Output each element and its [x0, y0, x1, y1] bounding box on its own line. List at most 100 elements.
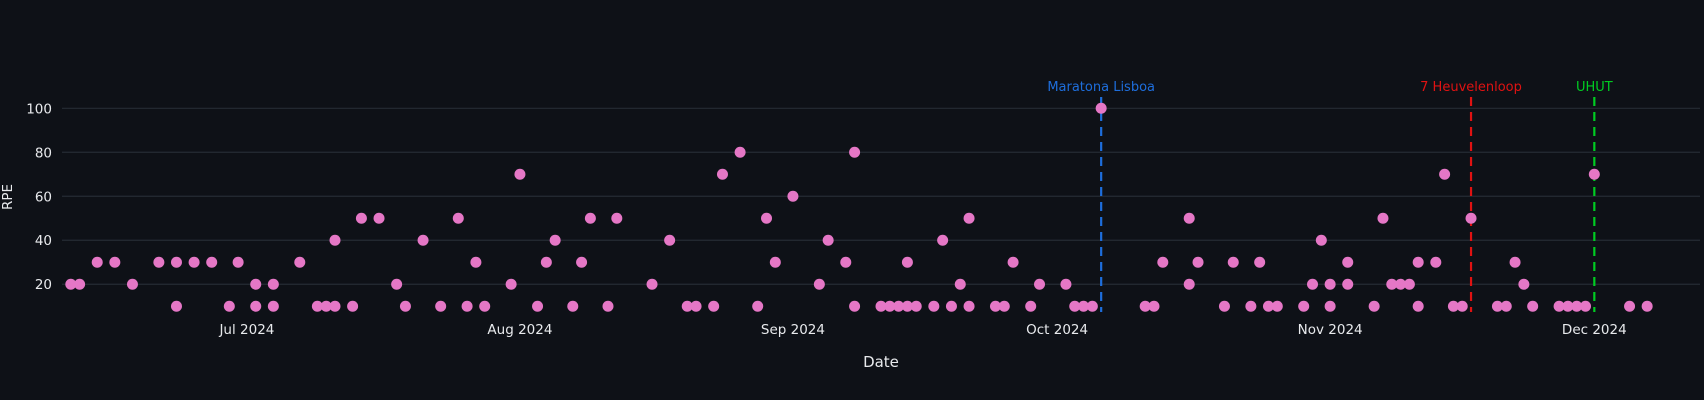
data-point[interactable]: [267, 278, 279, 290]
data-point[interactable]: [893, 300, 905, 312]
data-point[interactable]: [347, 300, 359, 312]
data-point[interactable]: [1527, 300, 1539, 312]
data-point[interactable]: [1342, 278, 1354, 290]
data-point[interactable]: [584, 212, 596, 224]
data-point[interactable]: [1342, 256, 1354, 268]
data-point[interactable]: [576, 256, 588, 268]
data-point[interactable]: [1588, 168, 1600, 180]
data-point[interactable]: [540, 256, 552, 268]
data-point[interactable]: [1245, 300, 1257, 312]
data-point[interactable]: [1447, 300, 1459, 312]
data-point[interactable]: [1192, 256, 1204, 268]
data-point[interactable]: [1227, 256, 1239, 268]
data-point[interactable]: [1395, 278, 1407, 290]
data-point[interactable]: [901, 256, 913, 268]
data-point[interactable]: [813, 278, 825, 290]
data-point[interactable]: [126, 278, 138, 290]
data-point[interactable]: [250, 300, 262, 312]
data-point[interactable]: [963, 212, 975, 224]
data-point[interactable]: [311, 300, 323, 312]
data-point[interactable]: [1500, 300, 1512, 312]
data-point[interactable]: [549, 234, 561, 246]
data-point[interactable]: [1262, 300, 1274, 312]
data-point[interactable]: [1007, 256, 1019, 268]
data-point[interactable]: [65, 278, 77, 290]
data-point[interactable]: [1553, 300, 1565, 312]
data-point[interactable]: [849, 146, 861, 158]
data-point[interactable]: [1069, 300, 1081, 312]
data-point[interactable]: [1518, 278, 1530, 290]
data-point[interactable]: [716, 168, 728, 180]
data-point[interactable]: [1571, 300, 1583, 312]
data-point[interactable]: [1307, 278, 1319, 290]
data-point[interactable]: [1148, 300, 1160, 312]
data-point[interactable]: [1368, 300, 1380, 312]
data-point[interactable]: [470, 256, 482, 268]
data-point[interactable]: [1412, 300, 1424, 312]
data-point[interactable]: [822, 234, 834, 246]
data-point[interactable]: [153, 256, 165, 268]
data-point[interactable]: [1324, 300, 1336, 312]
data-point[interactable]: [532, 300, 544, 312]
data-point[interactable]: [787, 190, 799, 202]
data-point[interactable]: [170, 300, 182, 312]
data-point[interactable]: [109, 256, 121, 268]
data-point[interactable]: [452, 212, 464, 224]
data-point[interactable]: [901, 300, 913, 312]
data-point[interactable]: [1641, 300, 1653, 312]
data-point[interactable]: [910, 300, 922, 312]
data-point[interactable]: [840, 256, 852, 268]
data-point[interactable]: [1377, 212, 1389, 224]
data-point[interactable]: [1060, 278, 1072, 290]
data-point[interactable]: [206, 256, 218, 268]
data-point[interactable]: [1218, 300, 1230, 312]
data-point[interactable]: [355, 212, 367, 224]
data-point[interactable]: [267, 300, 279, 312]
data-point[interactable]: [1562, 300, 1574, 312]
data-point[interactable]: [1139, 300, 1151, 312]
data-point[interactable]: [1254, 256, 1266, 268]
data-point[interactable]: [514, 168, 526, 180]
data-point[interactable]: [223, 300, 235, 312]
data-point[interactable]: [170, 256, 182, 268]
data-point[interactable]: [690, 300, 702, 312]
data-point[interactable]: [479, 300, 491, 312]
data-point[interactable]: [1086, 300, 1098, 312]
data-point[interactable]: [417, 234, 429, 246]
data-point[interactable]: [329, 234, 341, 246]
data-point[interactable]: [611, 212, 623, 224]
data-point[interactable]: [1386, 278, 1398, 290]
data-point[interactable]: [761, 212, 773, 224]
data-point[interactable]: [250, 278, 262, 290]
data-point[interactable]: [998, 300, 1010, 312]
data-point[interactable]: [1465, 212, 1477, 224]
data-point[interactable]: [875, 300, 887, 312]
data-point[interactable]: [681, 300, 693, 312]
data-point[interactable]: [505, 278, 517, 290]
data-point[interactable]: [1183, 212, 1195, 224]
data-point[interactable]: [1095, 102, 1107, 114]
data-point[interactable]: [1324, 278, 1336, 290]
data-point[interactable]: [1183, 278, 1195, 290]
data-point[interactable]: [435, 300, 447, 312]
data-point[interactable]: [664, 234, 676, 246]
data-point[interactable]: [461, 300, 473, 312]
data-point[interactable]: [849, 300, 861, 312]
data-point[interactable]: [391, 278, 403, 290]
data-point[interactable]: [1509, 256, 1521, 268]
data-point[interactable]: [399, 300, 411, 312]
data-point[interactable]: [1078, 300, 1090, 312]
data-point[interactable]: [320, 300, 332, 312]
data-point[interactable]: [74, 278, 86, 290]
data-point[interactable]: [945, 300, 957, 312]
data-point[interactable]: [884, 300, 896, 312]
data-point[interactable]: [752, 300, 764, 312]
data-point[interactable]: [928, 300, 940, 312]
data-point[interactable]: [91, 256, 103, 268]
data-point[interactable]: [1456, 300, 1468, 312]
data-point[interactable]: [1624, 300, 1636, 312]
data-point[interactable]: [232, 256, 244, 268]
data-point[interactable]: [373, 212, 385, 224]
data-point[interactable]: [734, 146, 746, 158]
